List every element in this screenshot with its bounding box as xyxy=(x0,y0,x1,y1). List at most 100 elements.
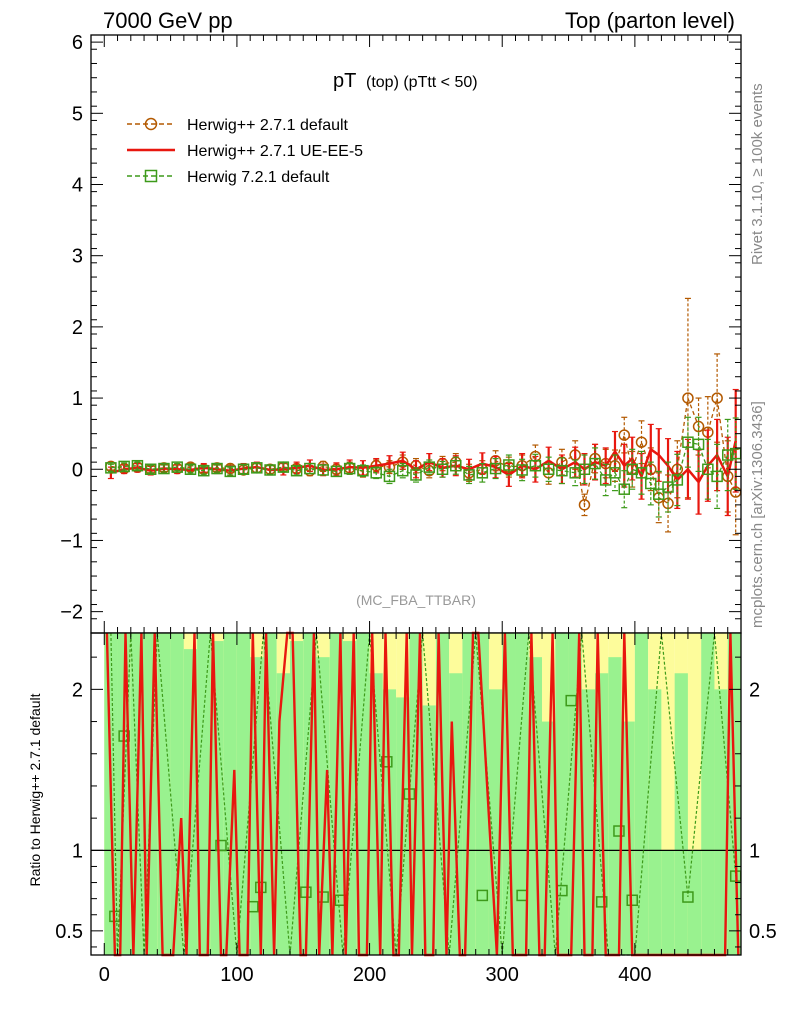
ratio-y-tick-label: 0.5 xyxy=(55,921,83,943)
band-green xyxy=(236,633,251,955)
data-point-square xyxy=(410,469,422,481)
mcplots-label: mcplots.cern.ch [arXiv:1306.3436] xyxy=(749,401,766,628)
y-tick-label: −2 xyxy=(60,602,83,624)
ratio-panel: 0.5 0.5 1 1 2 2 0 100 200 300 400 Ratio to Herwig… xyxy=(27,35,777,986)
band-green xyxy=(701,633,715,955)
ratio-y-tick-label-right: 1 xyxy=(749,840,760,862)
legend-item-herwig-ueee5: Herwig++ 2.7.1 UE-EE-5 xyxy=(127,143,363,160)
data-point-square xyxy=(450,459,462,472)
data-point-square xyxy=(211,462,223,475)
band-green xyxy=(661,850,675,955)
legend-label-herwig-default: Herwig++ 2.7.1 default xyxy=(187,117,349,134)
legend-label-herwig-ueee5: Herwig++ 2.7.1 UE-EE-5 xyxy=(187,143,363,160)
ratio-point-square xyxy=(682,891,694,903)
main-panel: pT (top) (pTtt < 50) (MC_FBA_TTBAR) Herw… xyxy=(60,32,742,634)
x-tick-label: 400 xyxy=(618,964,651,986)
band-green xyxy=(356,633,370,955)
ratio-point-square xyxy=(626,894,638,907)
ratio-y-tick-label: 2 xyxy=(72,679,83,701)
ratio-ylabel: Ratio to Herwig++ 2.7.1 default xyxy=(27,693,43,886)
band-green xyxy=(687,850,702,955)
header-left: 7000 GeV pp xyxy=(103,8,233,33)
data-point-square xyxy=(489,462,502,475)
data-point-square xyxy=(184,463,197,476)
data-point-square xyxy=(635,467,648,479)
data-point-circle xyxy=(618,429,631,441)
band-green xyxy=(714,689,728,955)
legend-marker-square xyxy=(144,169,158,183)
data-point-square xyxy=(503,459,515,471)
legend-marker-circle xyxy=(144,117,158,131)
data-point-square xyxy=(671,474,684,486)
main-y-axis: −2 −1 0 1 2 3 4 5 6 xyxy=(60,32,741,634)
data-point-square xyxy=(436,463,449,476)
y-tick-label: 4 xyxy=(72,175,83,197)
legend-item-herwig7: Herwig 7.2.1 default xyxy=(127,169,330,186)
ratio-y-tick-label-right: 2 xyxy=(749,679,760,701)
y-tick-label: 0 xyxy=(72,459,83,481)
data-point-square xyxy=(105,462,117,474)
data-point-square xyxy=(290,464,303,477)
data-point-circle xyxy=(682,392,694,404)
x-tick-label: 0 xyxy=(99,964,110,986)
band-green xyxy=(475,633,489,955)
header-right: Top (parton level) xyxy=(565,8,735,33)
ratio-y-tick-label: 1 xyxy=(72,840,83,862)
data-point-square xyxy=(463,469,475,481)
data-point-square xyxy=(645,477,657,490)
band-green xyxy=(197,633,211,955)
ratio-frame xyxy=(90,632,742,956)
data-point-square xyxy=(711,470,723,483)
band-green xyxy=(515,633,529,955)
y-tick-label: 2 xyxy=(72,317,83,339)
ratio-point-square xyxy=(300,886,312,898)
y-tick-label: 1 xyxy=(72,388,83,410)
y-tick-label: 5 xyxy=(72,103,83,125)
data-point-square xyxy=(144,463,157,476)
band-green xyxy=(170,633,184,955)
plot-title-main: pT xyxy=(333,70,356,92)
band-green xyxy=(648,689,662,955)
series-line-herwig-7-2-1-default xyxy=(110,441,736,496)
band-green xyxy=(634,633,649,955)
x-tick-label: 300 xyxy=(486,964,519,986)
data-point-square xyxy=(304,462,316,475)
band-green xyxy=(608,657,622,955)
x-axis: 0 100 200 300 400 xyxy=(90,35,742,986)
rivet-label: Rivet 3.1.10, ≥ 100k events xyxy=(749,83,766,265)
data-point-square xyxy=(721,449,734,461)
data-point-square xyxy=(118,460,130,473)
band-green xyxy=(555,633,569,955)
data-point-square xyxy=(589,457,601,470)
data-point-square xyxy=(171,461,183,473)
ratio-y-tick-label-right: 0.5 xyxy=(749,921,777,943)
data-point-square xyxy=(516,464,528,476)
data-point-square xyxy=(198,464,210,477)
data-point-square xyxy=(542,463,555,476)
legend-item-herwig-default: Herwig++ 2.7.1 default xyxy=(127,117,349,134)
ratio-point-square xyxy=(381,756,393,768)
data-point-square xyxy=(237,463,250,476)
ratio-point-square xyxy=(595,896,608,908)
plot-title-sub: (top) (pTtt < 50) xyxy=(366,74,478,91)
data-point-square xyxy=(396,464,409,477)
data-point-circle xyxy=(578,499,591,511)
ratio-point-square xyxy=(215,839,227,852)
ratio-point-square xyxy=(565,694,577,707)
band-green xyxy=(316,657,330,955)
legend: Herwig++ 2.7.1 default Herwig++ 2.7.1 UE… xyxy=(127,117,363,186)
data-point-square xyxy=(599,474,612,486)
data-point-square xyxy=(609,467,621,479)
data-point-square xyxy=(251,462,263,474)
data-point-square xyxy=(264,464,276,476)
data-point-square xyxy=(662,481,674,493)
band-green xyxy=(422,705,436,955)
ratio-y-axis: 0.5 0.5 1 1 2 2 xyxy=(55,656,777,948)
data-point-square xyxy=(330,465,343,478)
x-tick-label: 100 xyxy=(220,964,253,986)
data-point-square xyxy=(383,470,396,483)
band-green xyxy=(276,673,290,955)
data-point-square xyxy=(653,488,665,500)
y-tick-label: −1 xyxy=(60,530,83,552)
data-point-square xyxy=(423,461,436,473)
